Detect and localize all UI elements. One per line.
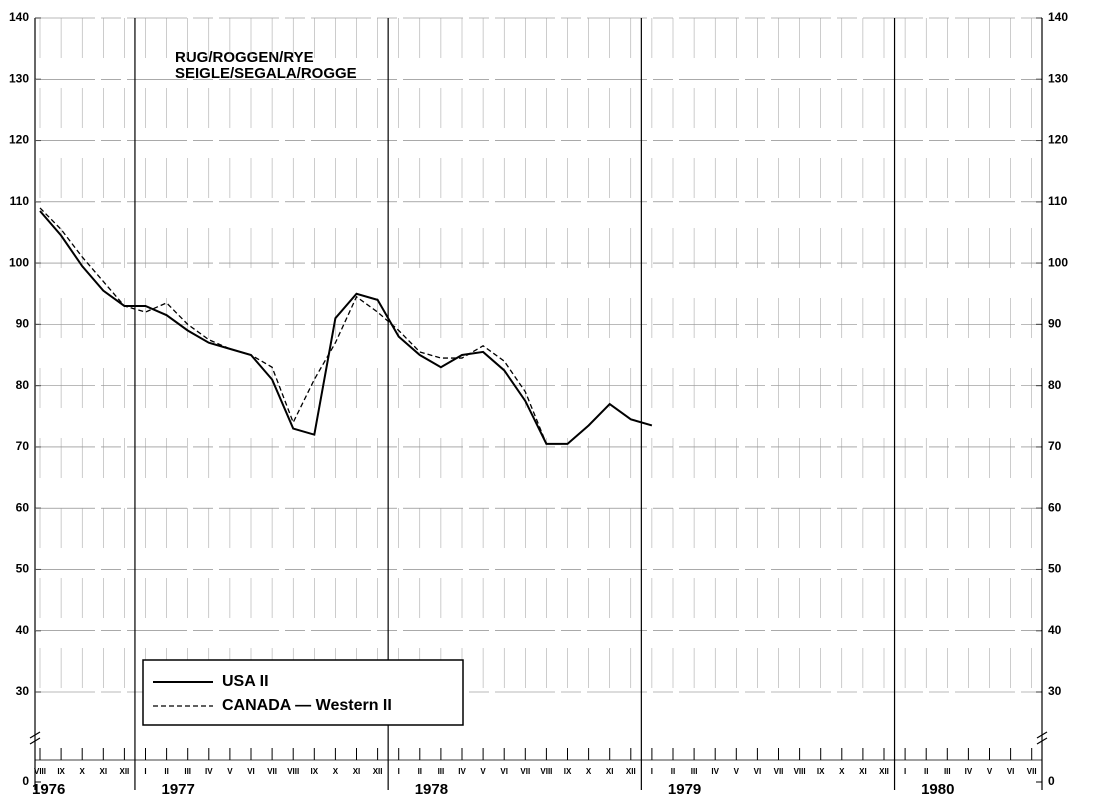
x-tick-label: IX — [817, 767, 825, 776]
x-tick-label: III — [184, 767, 191, 776]
x-tick-label: IX — [57, 767, 65, 776]
x-tick-label: VI — [247, 767, 255, 776]
x-tick-label: V — [734, 767, 740, 776]
y-tick-label-right: 60 — [1048, 500, 1062, 514]
chart-title: SEIGLE/SEGALA/ROGGE — [175, 65, 357, 82]
x-tick-label: VIII — [794, 767, 806, 776]
x-tick-label: III — [438, 767, 445, 776]
year-label: 1980 — [921, 781, 954, 798]
y-tick-label-right: 30 — [1048, 684, 1062, 698]
x-tick-label: VIII — [287, 767, 299, 776]
year-label: 1979 — [668, 781, 701, 798]
x-tick-label: I — [144, 767, 146, 776]
x-tick-label: VII — [267, 767, 277, 776]
y-tick-label: 70 — [16, 439, 30, 453]
x-tick-label: XII — [626, 767, 636, 776]
x-tick-label: II — [924, 767, 928, 776]
y-tick-label-right: 140 — [1048, 10, 1068, 24]
x-tick-label: I — [398, 767, 400, 776]
y-tick-label: 130 — [9, 71, 29, 85]
y-tick-label: 0 — [22, 774, 29, 788]
y-tick-label-right: 120 — [1048, 133, 1068, 147]
x-tick-label: XII — [373, 767, 383, 776]
y-tick-label-right: 110 — [1048, 194, 1068, 208]
y-tick-label-right: 80 — [1048, 378, 1062, 392]
y-tick-label: 90 — [16, 317, 30, 331]
year-label: 1976 — [32, 781, 65, 798]
y-tick-label-right: 100 — [1048, 255, 1068, 269]
legend-label: USA II — [222, 673, 269, 690]
x-tick-label: III — [944, 767, 951, 776]
x-tick-label: I — [651, 767, 653, 776]
x-tick-label: IV — [458, 767, 466, 776]
year-label: 1977 — [162, 781, 195, 798]
x-tick-label: XI — [353, 767, 361, 776]
axis-break — [1036, 737, 1048, 745]
y-tick-label: 80 — [16, 378, 30, 392]
x-tick-label: IV — [205, 767, 213, 776]
y-tick-label: 30 — [16, 684, 30, 698]
x-tick-label: II — [164, 767, 168, 776]
x-tick-label: I — [904, 767, 906, 776]
y-tick-label-right: 130 — [1048, 71, 1068, 85]
x-tick-label: V — [987, 767, 993, 776]
x-tick-label: VIII — [34, 767, 46, 776]
legend-box — [142, 659, 464, 726]
y-tick-label-right: 0 — [1048, 774, 1055, 788]
x-tick-label: VI — [500, 767, 508, 776]
x-tick-label: V — [480, 767, 486, 776]
axis-break — [1036, 731, 1048, 739]
y-tick-label: 100 — [9, 255, 29, 269]
axis-break — [29, 731, 41, 739]
x-tick-label: XI — [859, 767, 867, 776]
x-tick-label: VIII — [540, 767, 552, 776]
series-line — [39, 207, 548, 445]
y-tick-label: 140 — [9, 10, 29, 24]
y-tick-label-right: 40 — [1048, 623, 1062, 637]
x-tick-label: X — [80, 767, 86, 776]
x-tick-label: XI — [100, 767, 108, 776]
x-tick-label: XI — [606, 767, 614, 776]
y-tick-label: 120 — [9, 133, 29, 147]
y-tick-label: 60 — [16, 500, 30, 514]
x-tick-label: VI — [754, 767, 762, 776]
x-tick-label: IX — [311, 767, 319, 776]
y-tick-label-right: 90 — [1048, 317, 1062, 331]
x-tick-label: IV — [711, 767, 719, 776]
x-tick-label: VII — [520, 767, 530, 776]
year-label: 1978 — [415, 781, 448, 798]
x-tick-label: II — [671, 767, 675, 776]
x-tick-label: VII — [774, 767, 784, 776]
legend-label: CANADA — Western II — [222, 697, 392, 714]
y-tick-label: 110 — [10, 194, 30, 208]
axis-break — [29, 737, 41, 745]
x-tick-label: X — [333, 767, 339, 776]
y-tick-label-right: 70 — [1048, 439, 1062, 453]
x-tick-label: X — [839, 767, 845, 776]
x-tick-label: V — [227, 767, 233, 776]
chart-title: RUG/ROGGEN/RYE — [175, 49, 314, 66]
y-tick-label: 50 — [16, 562, 30, 576]
x-tick-label: II — [418, 767, 422, 776]
x-tick-label: XII — [879, 767, 889, 776]
x-tick-label: IX — [564, 767, 572, 776]
series-line — [39, 210, 653, 445]
y-tick-label-right: 50 — [1048, 562, 1062, 576]
x-tick-label: IV — [965, 767, 973, 776]
x-tick-label: III — [691, 767, 698, 776]
x-tick-label: X — [586, 767, 592, 776]
x-tick-label: XII — [120, 767, 130, 776]
x-tick-label: VII — [1027, 767, 1037, 776]
y-tick-label: 40 — [16, 623, 30, 637]
x-tick-label: VI — [1007, 767, 1015, 776]
